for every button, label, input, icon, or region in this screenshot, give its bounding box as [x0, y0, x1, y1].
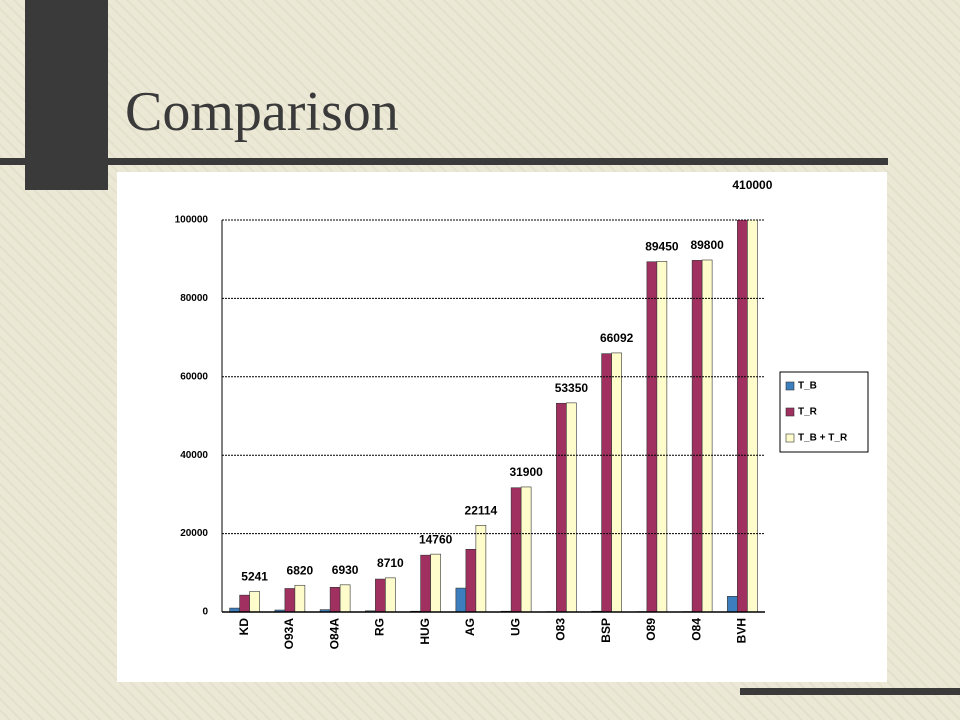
- x-tick-label: HUG: [418, 618, 432, 645]
- chart: 0 20000 40000 60000 80000 100000 KD 5241 O93A 682…: [117, 172, 887, 682]
- legend-box: [779, 371, 869, 453]
- y-tick-label: 40000: [180, 450, 208, 461]
- data-label: 5241: [241, 570, 268, 584]
- bar: [520, 486, 532, 613]
- bar: [510, 487, 522, 613]
- bar: [239, 594, 250, 613]
- bars: [229, 220, 758, 613]
- bar: [601, 353, 612, 613]
- data-label: 6820: [287, 563, 314, 577]
- bar: [646, 261, 658, 613]
- x-tick-label: O84A: [327, 618, 341, 650]
- legend-label: T_B: [798, 381, 817, 392]
- bar: [611, 352, 622, 613]
- bar: [475, 525, 487, 613]
- data-label: 89450: [645, 240, 679, 254]
- bar: [455, 587, 467, 613]
- x-tick-label: O89: [644, 618, 658, 641]
- data-label: 89800: [690, 238, 724, 252]
- y-tick-label: 80000: [180, 293, 208, 304]
- bottom-rule: [740, 688, 960, 695]
- data-label: 22114: [465, 503, 498, 517]
- legend-swatch: [785, 381, 795, 391]
- bar: [691, 260, 703, 613]
- bar: [656, 261, 668, 613]
- bar: [556, 402, 567, 613]
- legend: T_B T_R T_B + T_R: [779, 371, 869, 453]
- legend-label: T_B + T_R: [798, 433, 848, 444]
- legend-swatch: [785, 433, 795, 443]
- bar: [329, 587, 341, 613]
- y-tick-label: 100000: [175, 215, 209, 226]
- x-tick-label: AG: [463, 618, 477, 636]
- legend-swatch: [785, 407, 795, 417]
- legend-label: T_R: [798, 407, 818, 418]
- bar: [339, 584, 351, 613]
- data-label: 14760: [419, 532, 453, 546]
- data-label: 8710: [377, 556, 404, 570]
- bar: [747, 220, 758, 613]
- bar: [249, 591, 260, 613]
- bar: [375, 578, 386, 613]
- data-label: 410000: [732, 178, 772, 192]
- bar: [420, 554, 431, 613]
- x-tick-label: BSP: [599, 618, 613, 643]
- x-tick-label: BVH: [735, 618, 749, 643]
- data-label: 31900: [509, 465, 543, 479]
- x-tick-label: O83: [554, 618, 568, 641]
- bar: [385, 577, 396, 613]
- slide-title: Comparison: [125, 81, 399, 143]
- x-tick-label: KD: [237, 618, 251, 636]
- bar: [294, 584, 306, 613]
- y-tick-label: 0: [202, 607, 208, 618]
- y-tick-label: 20000: [180, 528, 208, 539]
- y-tick-label: 60000: [180, 371, 208, 382]
- bar: [566, 402, 577, 613]
- x-tick-label: O93A: [282, 618, 296, 650]
- data-label: 53350: [555, 381, 589, 395]
- bar: [284, 588, 296, 613]
- bar: [465, 548, 477, 613]
- x-tick-label: RG: [373, 618, 387, 636]
- bar: [701, 259, 713, 613]
- x-tick-label: UG: [508, 618, 522, 636]
- x-tick-label: O84: [689, 618, 703, 641]
- title-rule: [0, 158, 888, 165]
- bar: [727, 596, 738, 613]
- data-label: 66092: [600, 331, 634, 345]
- bar: [430, 553, 441, 613]
- bar: [737, 220, 748, 613]
- data-label: 6930: [332, 563, 359, 577]
